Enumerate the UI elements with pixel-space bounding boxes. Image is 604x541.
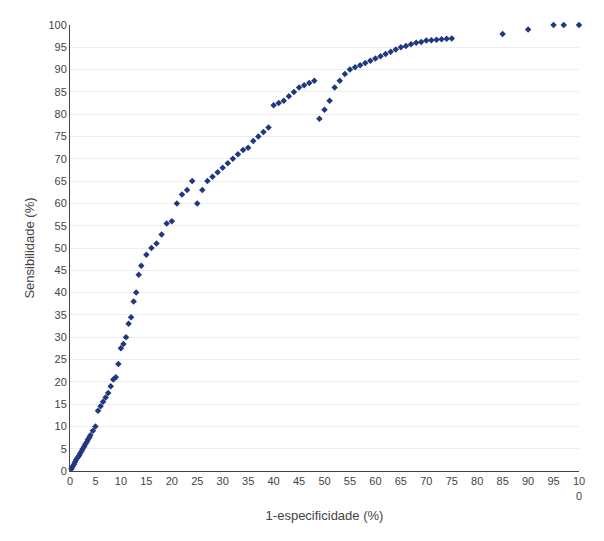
svg-text:45: 45 [293, 475, 305, 487]
svg-text:0: 0 [67, 475, 73, 487]
svg-text:25: 25 [191, 475, 203, 487]
svg-text:70: 70 [420, 475, 432, 487]
svg-text:75: 75 [55, 130, 67, 142]
svg-text:100: 100 [573, 475, 585, 501]
svg-text:35: 35 [55, 309, 67, 321]
svg-text:95: 95 [55, 41, 67, 53]
svg-text:80: 80 [55, 108, 67, 120]
svg-text:10: 10 [55, 420, 67, 432]
svg-text:55: 55 [55, 220, 67, 232]
svg-text:45: 45 [55, 264, 67, 276]
svg-text:65: 65 [55, 175, 67, 187]
svg-text:20: 20 [55, 376, 67, 388]
svg-text:1-especificidade (%): 1-especificidade (%) [266, 508, 384, 523]
svg-text:55: 55 [344, 475, 356, 487]
svg-text:85: 85 [497, 475, 509, 487]
svg-text:50: 50 [318, 475, 330, 487]
svg-text:60: 60 [369, 475, 381, 487]
svg-text:15: 15 [140, 475, 152, 487]
svg-text:90: 90 [522, 475, 534, 487]
svg-text:15: 15 [55, 398, 67, 410]
svg-text:95: 95 [547, 475, 559, 487]
svg-text:35: 35 [242, 475, 254, 487]
svg-text:5: 5 [61, 443, 67, 455]
svg-text:Sensibilidade (%): Sensibilidade (%) [22, 197, 37, 298]
svg-text:85: 85 [55, 86, 67, 98]
svg-text:60: 60 [55, 197, 67, 209]
svg-text:30: 30 [55, 331, 67, 343]
svg-text:70: 70 [55, 153, 67, 165]
svg-text:100: 100 [48, 19, 66, 31]
svg-text:5: 5 [92, 475, 98, 487]
svg-text:0: 0 [61, 465, 67, 477]
svg-text:80: 80 [471, 475, 483, 487]
svg-text:10: 10 [115, 475, 127, 487]
svg-text:40: 40 [55, 286, 67, 298]
svg-text:40: 40 [267, 475, 279, 487]
svg-text:30: 30 [217, 475, 229, 487]
svg-text:25: 25 [55, 353, 67, 365]
svg-text:75: 75 [446, 475, 458, 487]
svg-text:65: 65 [395, 475, 407, 487]
svg-text:20: 20 [166, 475, 178, 487]
svg-text:90: 90 [55, 63, 67, 75]
svg-text:50: 50 [55, 242, 67, 254]
